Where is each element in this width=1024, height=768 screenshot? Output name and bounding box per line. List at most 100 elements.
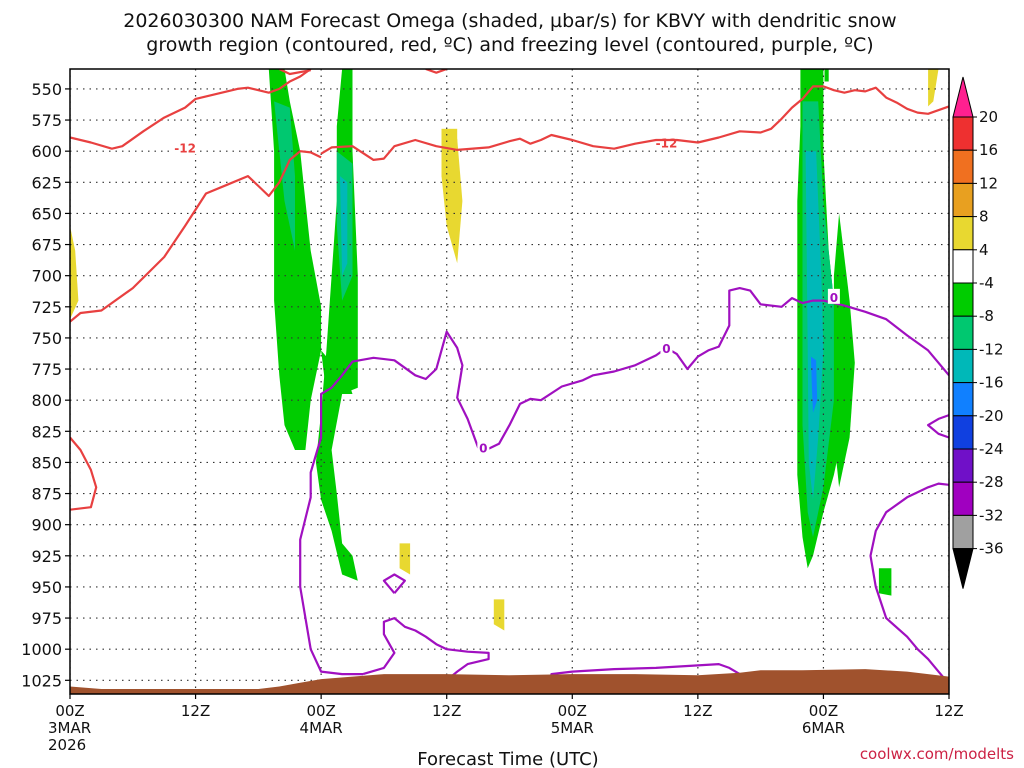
contour-label-0-0: -12	[174, 141, 196, 155]
colorbar-label-3: 8	[979, 208, 989, 226]
y-tick-label-975: 975	[31, 609, 62, 628]
colorbar-top-triangle	[952, 76, 974, 118]
x-tick-label-5-0: 12Z	[683, 702, 712, 720]
y-tick-label-575: 575	[31, 111, 62, 130]
x-tick-label-6-0: 00Z	[809, 702, 838, 720]
x-tick-label-0-0: 00Z	[55, 702, 84, 720]
colorbar-swatch-7	[952, 315, 974, 350]
x-tick-label-1-0: 12Z	[181, 702, 210, 720]
plot-area: -12 -12 0 0 0	[69, 68, 950, 695]
contour-label-6-1: 0	[662, 342, 670, 356]
omega-shade-12	[441, 128, 458, 142]
omega-shade-16	[493, 599, 505, 631]
colorbar-legend: 20 16 12 8 4 -4 -8 -12 -16 -20 -24 -28 -32 -36	[952, 76, 1004, 589]
omega-shade-17	[824, 69, 829, 82]
contour-line-5	[425, 69, 448, 74]
y-tick-label-700: 700	[31, 267, 62, 286]
colorbar-swatch-4	[952, 216, 974, 251]
y-tick-label-1000: 1000	[21, 640, 62, 659]
contour-line-4	[278, 69, 311, 76]
y-tick-label-725: 725	[31, 298, 62, 317]
x-tick-label-4-1: 5MAR	[551, 719, 594, 737]
y-tick-label-750: 750	[31, 329, 62, 348]
y-tick-label-775: 775	[31, 360, 62, 379]
credit-text: coolwx.com/modelts	[860, 745, 1014, 763]
colorbar-label-6: -8	[979, 307, 994, 325]
y-tick-label-950: 950	[31, 578, 62, 597]
omega-shade-11	[441, 138, 463, 264]
contour-line-6	[299, 287, 949, 676]
y-tick-label-900: 900	[31, 516, 62, 535]
x-tick-label-7-0: 12Z	[934, 702, 963, 720]
omega-shade-10	[878, 568, 892, 596]
colorbar-swatch-11	[952, 448, 974, 483]
omega-shade-8	[805, 151, 824, 500]
colorbar-label-2: 12	[979, 174, 998, 192]
contour-line-1	[320, 85, 949, 161]
contour-label-bg-0-0	[171, 139, 200, 155]
colorbar-label-12: -32	[979, 506, 1004, 524]
colorbar-label-9: -20	[979, 407, 1004, 425]
x-tick-label-3-0: 12Z	[432, 702, 461, 720]
y-tick-label-650: 650	[31, 204, 62, 223]
omega-shade-14	[928, 69, 939, 107]
omega-shade-9	[810, 356, 818, 413]
colorbar-swatch-2	[952, 149, 974, 184]
contour-label-bg-6-1	[660, 339, 673, 355]
colorbar-label-11: -28	[979, 473, 1004, 491]
contour-line-7	[382, 573, 406, 594]
colorbar-swatch-9	[952, 382, 974, 417]
y-tick-label-550: 550	[31, 80, 62, 99]
contour-line-0	[70, 69, 312, 150]
colorbar-label-0: 20	[979, 108, 998, 126]
colorbar-label-10: -24	[979, 440, 1004, 458]
plot-frame	[69, 68, 950, 695]
y-tick-label-1025: 1025	[21, 671, 62, 690]
colorbar-swatch-3	[952, 182, 974, 218]
colorbar-swatch-10	[952, 415, 974, 450]
omega-shade-13	[70, 225, 79, 320]
contour-line-2	[70, 150, 322, 323]
contour-label-bg-6-0	[477, 439, 490, 455]
contour-label-bg-6-2	[827, 288, 840, 304]
y-tick-label-600: 600	[31, 142, 62, 161]
colorbar-swatch-8	[952, 348, 974, 384]
x-tick-label-4-0: 00Z	[558, 702, 587, 720]
colorbar-swatch-13	[952, 514, 974, 550]
colorbar-label-8: -16	[979, 374, 1004, 392]
y-tick-label-825: 825	[31, 422, 62, 441]
x-axis-label: Forecast Time (UTC)	[417, 749, 598, 768]
y-tick-label-625: 625	[31, 173, 62, 192]
terrain-surface	[70, 669, 949, 694]
omega-shade-4	[340, 176, 348, 276]
y-tick-label-675: 675	[31, 236, 62, 255]
contour-label-6-0: 0	[479, 441, 487, 455]
contour-label-bg-0-1	[652, 134, 681, 150]
colorbar-label-5: -4	[979, 274, 994, 292]
contour-label-0-1: -12	[656, 136, 678, 150]
colorbar-label-13: -36	[979, 540, 1004, 558]
colorbar-swatch-5	[952, 249, 974, 284]
chart-title-line-1: 2026030300 NAM Forecast Omega (shaded, µ…	[123, 10, 896, 32]
colorbar-swatch-1	[952, 116, 974, 151]
y-tick-label-875: 875	[31, 485, 62, 504]
colorbar-label-4: 4	[979, 241, 989, 259]
x-tick-label-0-2: 2026	[48, 736, 86, 754]
contour-line-11	[927, 414, 949, 439]
colorbar-swatch-6	[952, 282, 974, 317]
omega-shade-6	[833, 213, 855, 488]
contour-line-3	[70, 436, 98, 511]
plot-inner: -12 -12 0 0 0	[70, 69, 949, 694]
y-tick-label-800: 800	[31, 391, 62, 410]
colorbar-swatch-12	[952, 481, 974, 516]
contour-label-6-2: 0	[830, 291, 838, 305]
colorbar-label-7: -12	[979, 340, 1004, 358]
contour-line-9	[550, 663, 741, 687]
x-tick-label-2-0: 00Z	[306, 702, 335, 720]
y-tick-label-850: 850	[31, 453, 62, 472]
colorbar-label-1: 16	[979, 141, 998, 159]
y-tick-label-925: 925	[31, 547, 62, 566]
y-axis-ticks: 550 575 600 625 650 675 700 725 750 775 800 825 850 8…	[21, 80, 70, 690]
